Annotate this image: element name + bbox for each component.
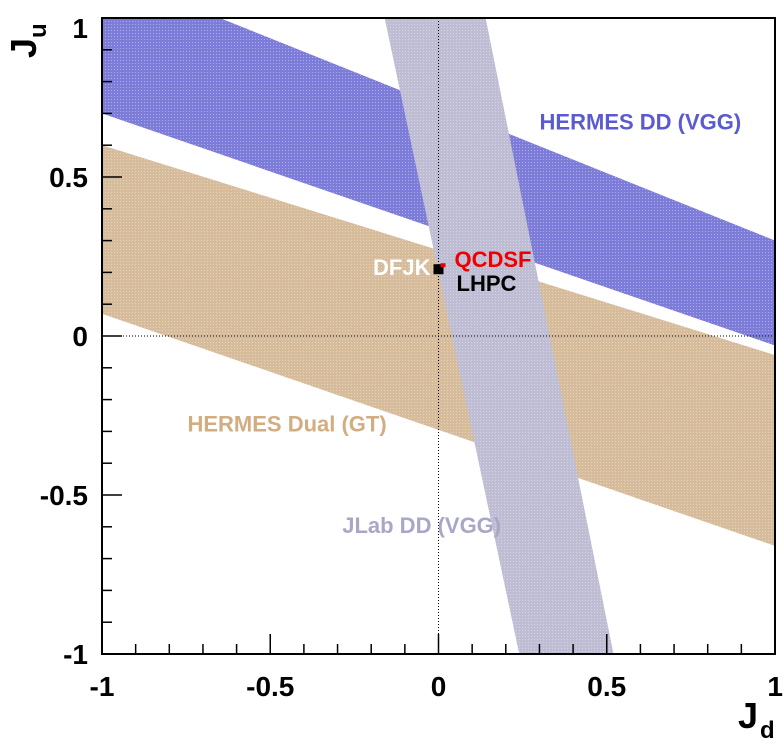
y-axis-title: J — [3, 38, 44, 58]
y-tick-label: 0 — [72, 321, 88, 352]
x-tick-label: 0 — [431, 671, 447, 702]
x-tick-label: -1 — [90, 671, 115, 702]
band-labels-layer: HERMES Dual (GT) HERMES DD (VGG) JLab DD (… — [187, 109, 741, 538]
x-axis-title-subscript: d — [760, 717, 775, 744]
y-tick-label: 0.5 — [49, 162, 88, 193]
band-texture-jlab-dd-vgg — [384, 18, 614, 654]
point-label-qcdsf: QCDSF — [455, 247, 532, 272]
y-tick-label: 1 — [72, 13, 88, 44]
x-tick-label: 1 — [767, 671, 783, 702]
ticks-layer: -1 -0.5 0 0.5 1 -1 -0.5 0 0.5 1 — [40, 13, 783, 702]
band-label-hermes-dd-vgg: HERMES DD (VGG) — [540, 109, 742, 134]
band-label-hermes-dual-gt: HERMES Dual (GT) — [187, 411, 386, 436]
y-tick-label: -1 — [63, 639, 88, 670]
y-tick-label: -0.5 — [40, 480, 88, 511]
point-label-lhpc: LHPC — [457, 271, 517, 296]
data-point-marker — [433, 264, 444, 275]
x-tick-label: -0.5 — [246, 671, 294, 702]
point-label-dfjk: DFJK — [373, 255, 431, 280]
band-label-jlab-dd-vgg: JLab DD (VGG) — [342, 513, 501, 538]
y-axis-title-subscript: u — [25, 23, 52, 38]
x-axis-title: J — [738, 695, 758, 736]
x-tick-label: 0.5 — [587, 671, 626, 702]
zero-lines — [102, 18, 775, 654]
data-point-marker-qcdsf — [440, 263, 446, 268]
